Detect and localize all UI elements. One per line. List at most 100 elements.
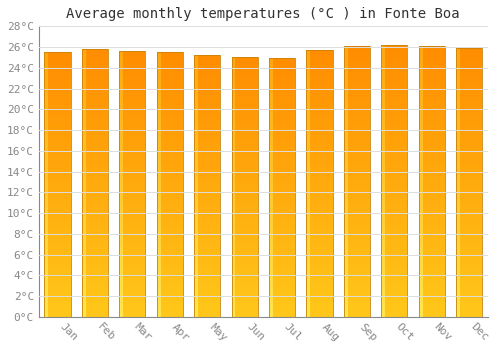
Bar (82, 226, 86, 229)
Bar (120, 152, 123, 155)
Bar (82, 121, 108, 124)
Bar (344, 62, 370, 65)
Bar (194, 121, 220, 123)
Bar (120, 280, 123, 282)
Bar (456, 131, 482, 134)
Bar (156, 245, 160, 248)
Bar (344, 92, 348, 95)
Bar (381, 116, 407, 118)
Bar (120, 51, 146, 317)
Bar (156, 274, 160, 277)
Bar (82, 60, 108, 63)
Bar (44, 81, 48, 84)
Bar (44, 179, 48, 182)
Bar (344, 178, 348, 181)
Bar (418, 76, 422, 78)
Bar (44, 105, 48, 108)
Bar (456, 128, 482, 131)
Bar (269, 118, 273, 120)
Bar (418, 157, 445, 160)
Bar (418, 289, 422, 293)
Bar (456, 153, 460, 155)
Bar (194, 293, 220, 296)
Bar (306, 223, 310, 226)
Bar (232, 78, 258, 81)
Bar (306, 130, 310, 133)
Bar (381, 113, 407, 116)
Bar (418, 187, 445, 189)
Bar (194, 107, 220, 110)
Bar (232, 234, 235, 236)
Bar (306, 293, 332, 295)
Bar (120, 261, 146, 264)
Bar (156, 81, 160, 84)
Bar (381, 143, 407, 146)
Bar (456, 139, 460, 142)
Bar (156, 285, 183, 288)
Bar (418, 103, 422, 106)
Bar (120, 110, 123, 112)
Bar (306, 234, 332, 237)
Bar (381, 143, 385, 146)
Bar (381, 260, 407, 262)
Bar (456, 72, 460, 75)
Bar (82, 129, 108, 132)
Bar (156, 193, 183, 195)
Bar (156, 73, 183, 76)
Bar (44, 169, 70, 171)
Bar (194, 149, 198, 152)
Bar (82, 70, 108, 73)
Bar (120, 248, 123, 250)
Bar (44, 237, 48, 240)
Bar (120, 123, 146, 126)
Bar (120, 86, 123, 88)
Bar (381, 216, 385, 219)
Bar (232, 304, 258, 307)
Bar (232, 208, 235, 210)
Bar (456, 231, 482, 233)
Bar (232, 60, 258, 63)
Bar (456, 239, 460, 241)
Bar (269, 201, 273, 203)
Bar (456, 163, 460, 166)
Bar (306, 82, 310, 85)
Bar (418, 114, 422, 117)
Bar (194, 241, 220, 244)
Bar (232, 164, 235, 166)
Bar (120, 192, 146, 195)
Bar (381, 88, 407, 91)
Bar (82, 89, 108, 92)
Bar (194, 55, 220, 58)
Bar (44, 240, 70, 243)
Bar (344, 206, 370, 209)
Bar (44, 193, 70, 195)
Bar (82, 301, 108, 303)
Bar (418, 184, 445, 187)
Bar (418, 249, 422, 252)
Bar (456, 118, 460, 121)
Bar (232, 273, 258, 275)
Bar (269, 260, 295, 262)
Bar (381, 146, 385, 148)
Bar (156, 103, 183, 105)
Bar (232, 120, 258, 122)
Bar (344, 54, 370, 57)
Bar (269, 288, 273, 291)
Bar (456, 209, 460, 212)
Bar (156, 280, 160, 282)
Bar (44, 124, 48, 126)
Bar (194, 288, 198, 290)
Bar (120, 256, 123, 258)
Bar (306, 71, 310, 74)
Bar (156, 190, 183, 193)
Bar (456, 134, 482, 137)
Bar (194, 168, 198, 170)
Bar (381, 181, 385, 184)
Bar (156, 150, 183, 153)
Bar (232, 138, 235, 140)
Bar (232, 309, 235, 312)
Bar (306, 77, 310, 79)
Bar (269, 286, 273, 288)
Bar (120, 107, 123, 110)
Bar (344, 241, 348, 244)
